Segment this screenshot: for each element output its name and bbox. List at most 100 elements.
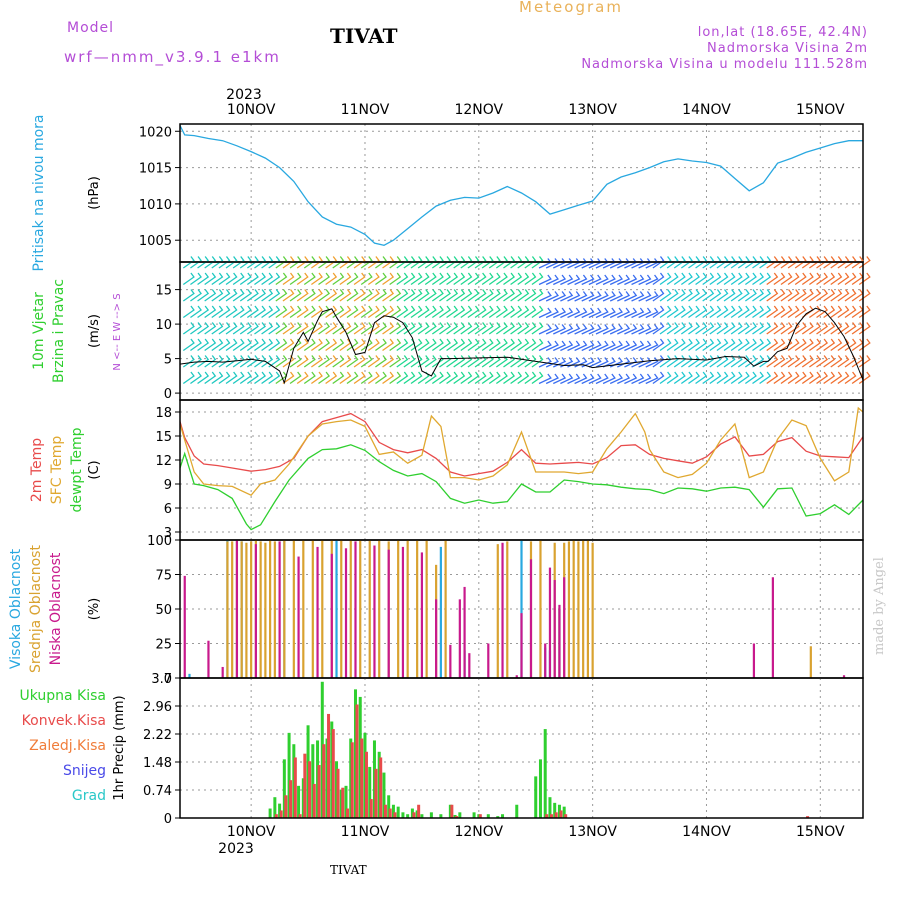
wind-barb	[602, 357, 616, 368]
wind-barb	[182, 371, 195, 385]
cloud-bar-low_cloud	[468, 653, 471, 678]
time-tick-label-top: 15NOV	[796, 102, 845, 118]
wind-barb	[531, 256, 544, 269]
wind-barb	[503, 322, 515, 335]
wind-barb	[567, 307, 581, 319]
precip-bar-conv_precip	[379, 757, 383, 818]
wind-barb	[453, 272, 466, 286]
precip-bar-total_precip	[439, 814, 443, 818]
wind-barb	[723, 305, 736, 319]
wind-barb	[794, 289, 807, 302]
wind-barb	[254, 272, 266, 286]
wind-barb	[239, 371, 252, 385]
wind-barb	[353, 338, 366, 352]
wind-barb	[773, 289, 786, 302]
precip-bar-total_precip	[391, 804, 395, 818]
precip-bar-conv_precip	[346, 808, 350, 818]
wind-barb	[296, 289, 309, 302]
wind-barb	[759, 272, 772, 286]
wind-barb	[382, 305, 395, 319]
wind-barb	[453, 371, 466, 385]
wind-barb	[624, 274, 638, 286]
y-tick-label: 50	[155, 603, 172, 618]
wind-barb	[773, 305, 786, 319]
precip-bar-total_precip	[420, 814, 424, 818]
panel-title-line: dewpt Temp	[69, 427, 85, 512]
precip-bar-conv_precip	[284, 795, 288, 818]
wind-barb	[225, 256, 238, 269]
wind-barb	[567, 291, 581, 302]
wind-barb	[431, 338, 444, 352]
wind-barb	[410, 338, 423, 352]
wind-barb	[595, 274, 609, 286]
wind-barb	[204, 322, 217, 335]
wind-barb	[318, 371, 331, 385]
wind-barb	[182, 338, 195, 352]
y-tick-label: 25	[155, 638, 172, 653]
wind-barb	[652, 256, 665, 269]
precip-bar-conv_precip	[322, 744, 326, 818]
cloud-bar-low_cloud	[558, 604, 561, 678]
wind-barb	[617, 307, 631, 319]
panel-unit-text: (C)	[87, 460, 102, 479]
precip-bar-conv_precip	[383, 804, 387, 818]
cloud-bar-low_cloud	[435, 599, 438, 678]
y-tick-label: 6	[164, 502, 172, 517]
wind-barb	[268, 322, 281, 335]
wind-barb	[417, 355, 430, 368]
wind-barb	[268, 371, 281, 385]
wind-barb	[439, 322, 451, 335]
wind-barb	[204, 272, 217, 286]
wind-barb	[730, 305, 743, 319]
cloud-bar-low_cloud	[544, 643, 547, 678]
precip-bar-total_precip	[458, 812, 462, 818]
wind-barb	[460, 305, 473, 319]
wind-barb	[723, 289, 736, 302]
wind-barb	[289, 355, 302, 368]
wind-barb	[254, 355, 266, 368]
time-tick-label-top: 14NOV	[682, 102, 731, 118]
wind-barb	[617, 291, 631, 302]
wind-barb	[816, 355, 829, 368]
wind-barb	[638, 274, 652, 286]
wind-barb	[645, 307, 659, 319]
y-tick-label: 0	[164, 812, 172, 827]
cloud-bar-mid_cloud	[273, 541, 276, 678]
wind-barb	[382, 256, 395, 269]
precip-legend-entry: Grad	[72, 788, 106, 804]
wind-barb	[659, 256, 672, 269]
precip-bar-total_precip	[396, 806, 400, 818]
wind-barb	[488, 305, 501, 319]
wind-barb	[702, 256, 715, 269]
precip-bar-total_precip	[534, 776, 538, 818]
wind-barb	[666, 338, 679, 352]
wind-barb	[311, 256, 323, 269]
wind-barb	[631, 340, 645, 352]
wind-barb	[617, 324, 631, 335]
wind-barb	[624, 357, 638, 368]
wind-barb	[218, 305, 231, 319]
wind-barb	[823, 256, 836, 269]
wind-barb	[488, 272, 501, 286]
wind-barb	[801, 338, 814, 352]
wind-barb	[524, 355, 537, 368]
wind-barb	[680, 338, 693, 352]
cloud-bar-mid_cloud	[496, 544, 499, 678]
wind-barb	[453, 305, 466, 319]
cloud-bar-mid_cloud	[572, 540, 575, 678]
wind-barb	[403, 289, 416, 302]
cloud-bar-low_cloud	[221, 666, 224, 678]
wind-barb	[346, 355, 359, 368]
wind-barb	[638, 291, 652, 302]
wind-barb	[446, 355, 459, 368]
cloud-bar-mid_cloud	[250, 541, 253, 678]
wind-barb	[517, 371, 530, 385]
precip-bar-conv_precip	[564, 814, 568, 818]
wind-barb	[211, 355, 224, 368]
wind-barb	[353, 256, 366, 269]
precip-bar-conv_precip	[279, 810, 283, 818]
wind-barb	[396, 289, 409, 302]
time-tick-label-bottom: 14NOV	[682, 824, 731, 840]
cloud-bar-mid_cloud	[567, 541, 571, 678]
wind-barb	[417, 272, 430, 286]
